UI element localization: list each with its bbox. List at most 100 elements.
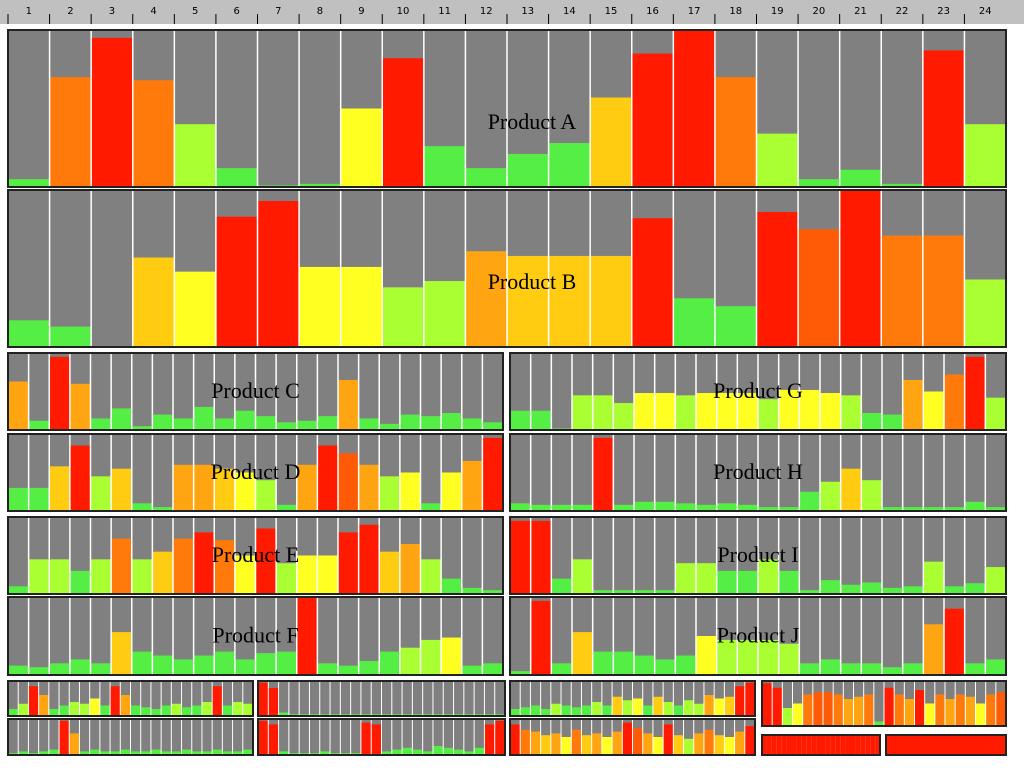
bar [215, 216, 258, 347]
bar [276, 504, 297, 511]
bar-background [222, 719, 233, 755]
bar-background [69, 597, 91, 675]
bar [152, 414, 173, 430]
bar-background [964, 517, 986, 594]
bar [49, 559, 70, 594]
column-label: 12 [480, 6, 493, 17]
bar-background [18, 719, 29, 755]
bar [382, 287, 424, 347]
bar [399, 414, 421, 430]
panel: Product H [509, 433, 1007, 512]
bar [8, 586, 29, 594]
bar-background [38, 719, 49, 755]
bar-background [530, 681, 541, 716]
bar [530, 410, 552, 430]
column-label: 17 [688, 6, 701, 17]
bar [865, 735, 871, 755]
bar [853, 696, 864, 726]
bar [276, 563, 297, 594]
bar-background [420, 353, 442, 430]
bar [634, 501, 655, 511]
bar [482, 437, 503, 511]
bar [461, 418, 483, 430]
bar [201, 751, 213, 755]
bar-background [461, 517, 483, 594]
bar [193, 406, 215, 430]
bar [696, 563, 717, 594]
bar-background [381, 681, 392, 716]
bar-background [360, 681, 372, 716]
bar-background [654, 517, 676, 594]
bar [193, 655, 215, 675]
bar-background [309, 681, 320, 716]
bar-background [882, 517, 903, 594]
bar [441, 578, 462, 594]
bar-background [902, 517, 924, 594]
bar-background [571, 681, 582, 716]
panel-title: Product H [713, 459, 803, 484]
bar [906, 735, 911, 755]
bar [904, 699, 915, 726]
bar [696, 504, 717, 511]
bar [861, 582, 882, 594]
bar [120, 749, 131, 755]
bar [786, 735, 792, 755]
bar [840, 735, 846, 755]
bar [861, 663, 882, 675]
bar [936, 735, 941, 755]
bar [79, 751, 90, 755]
bar [840, 468, 862, 511]
bar-background [642, 681, 653, 716]
bar [839, 169, 882, 187]
bar-background [840, 597, 862, 675]
column-label: 6 [234, 6, 240, 17]
bar [833, 694, 844, 726]
bar [441, 472, 462, 511]
panel-border [761, 680, 1007, 727]
bar [951, 735, 956, 755]
panel-border [761, 734, 881, 756]
bar [540, 709, 551, 716]
bar-background [152, 353, 173, 430]
bar-background [49, 190, 92, 347]
bar [340, 266, 383, 347]
bar [756, 211, 799, 347]
bar-background [716, 434, 738, 511]
bar [510, 724, 521, 755]
bar-background [591, 681, 602, 716]
panel [7, 718, 254, 756]
bar [381, 751, 392, 755]
bar [212, 749, 223, 755]
panel: Product A [7, 29, 1007, 188]
bar-background [215, 30, 258, 187]
bar [985, 397, 1006, 430]
bar-background [693, 681, 704, 716]
bar-background [463, 719, 475, 755]
bar [174, 271, 216, 347]
bar-background [820, 517, 841, 594]
bar [69, 383, 91, 430]
bar [461, 665, 483, 675]
bar-background [99, 719, 111, 755]
bar [896, 735, 901, 755]
bar [634, 590, 655, 594]
bar-background [28, 719, 39, 755]
bar [150, 709, 162, 716]
bar [530, 504, 552, 511]
bar [482, 590, 503, 594]
bar [38, 751, 49, 755]
bar [926, 735, 931, 755]
bar [778, 643, 800, 675]
column-label: 10 [397, 6, 410, 17]
column-label: 20 [813, 6, 826, 17]
bar [835, 735, 841, 755]
bar-background [422, 681, 433, 716]
bar [613, 590, 634, 594]
bar [592, 651, 614, 675]
bar [399, 472, 421, 511]
panel-title: Product D [211, 459, 301, 484]
bar [191, 751, 202, 755]
bar-background [255, 353, 277, 430]
bar [891, 735, 896, 755]
